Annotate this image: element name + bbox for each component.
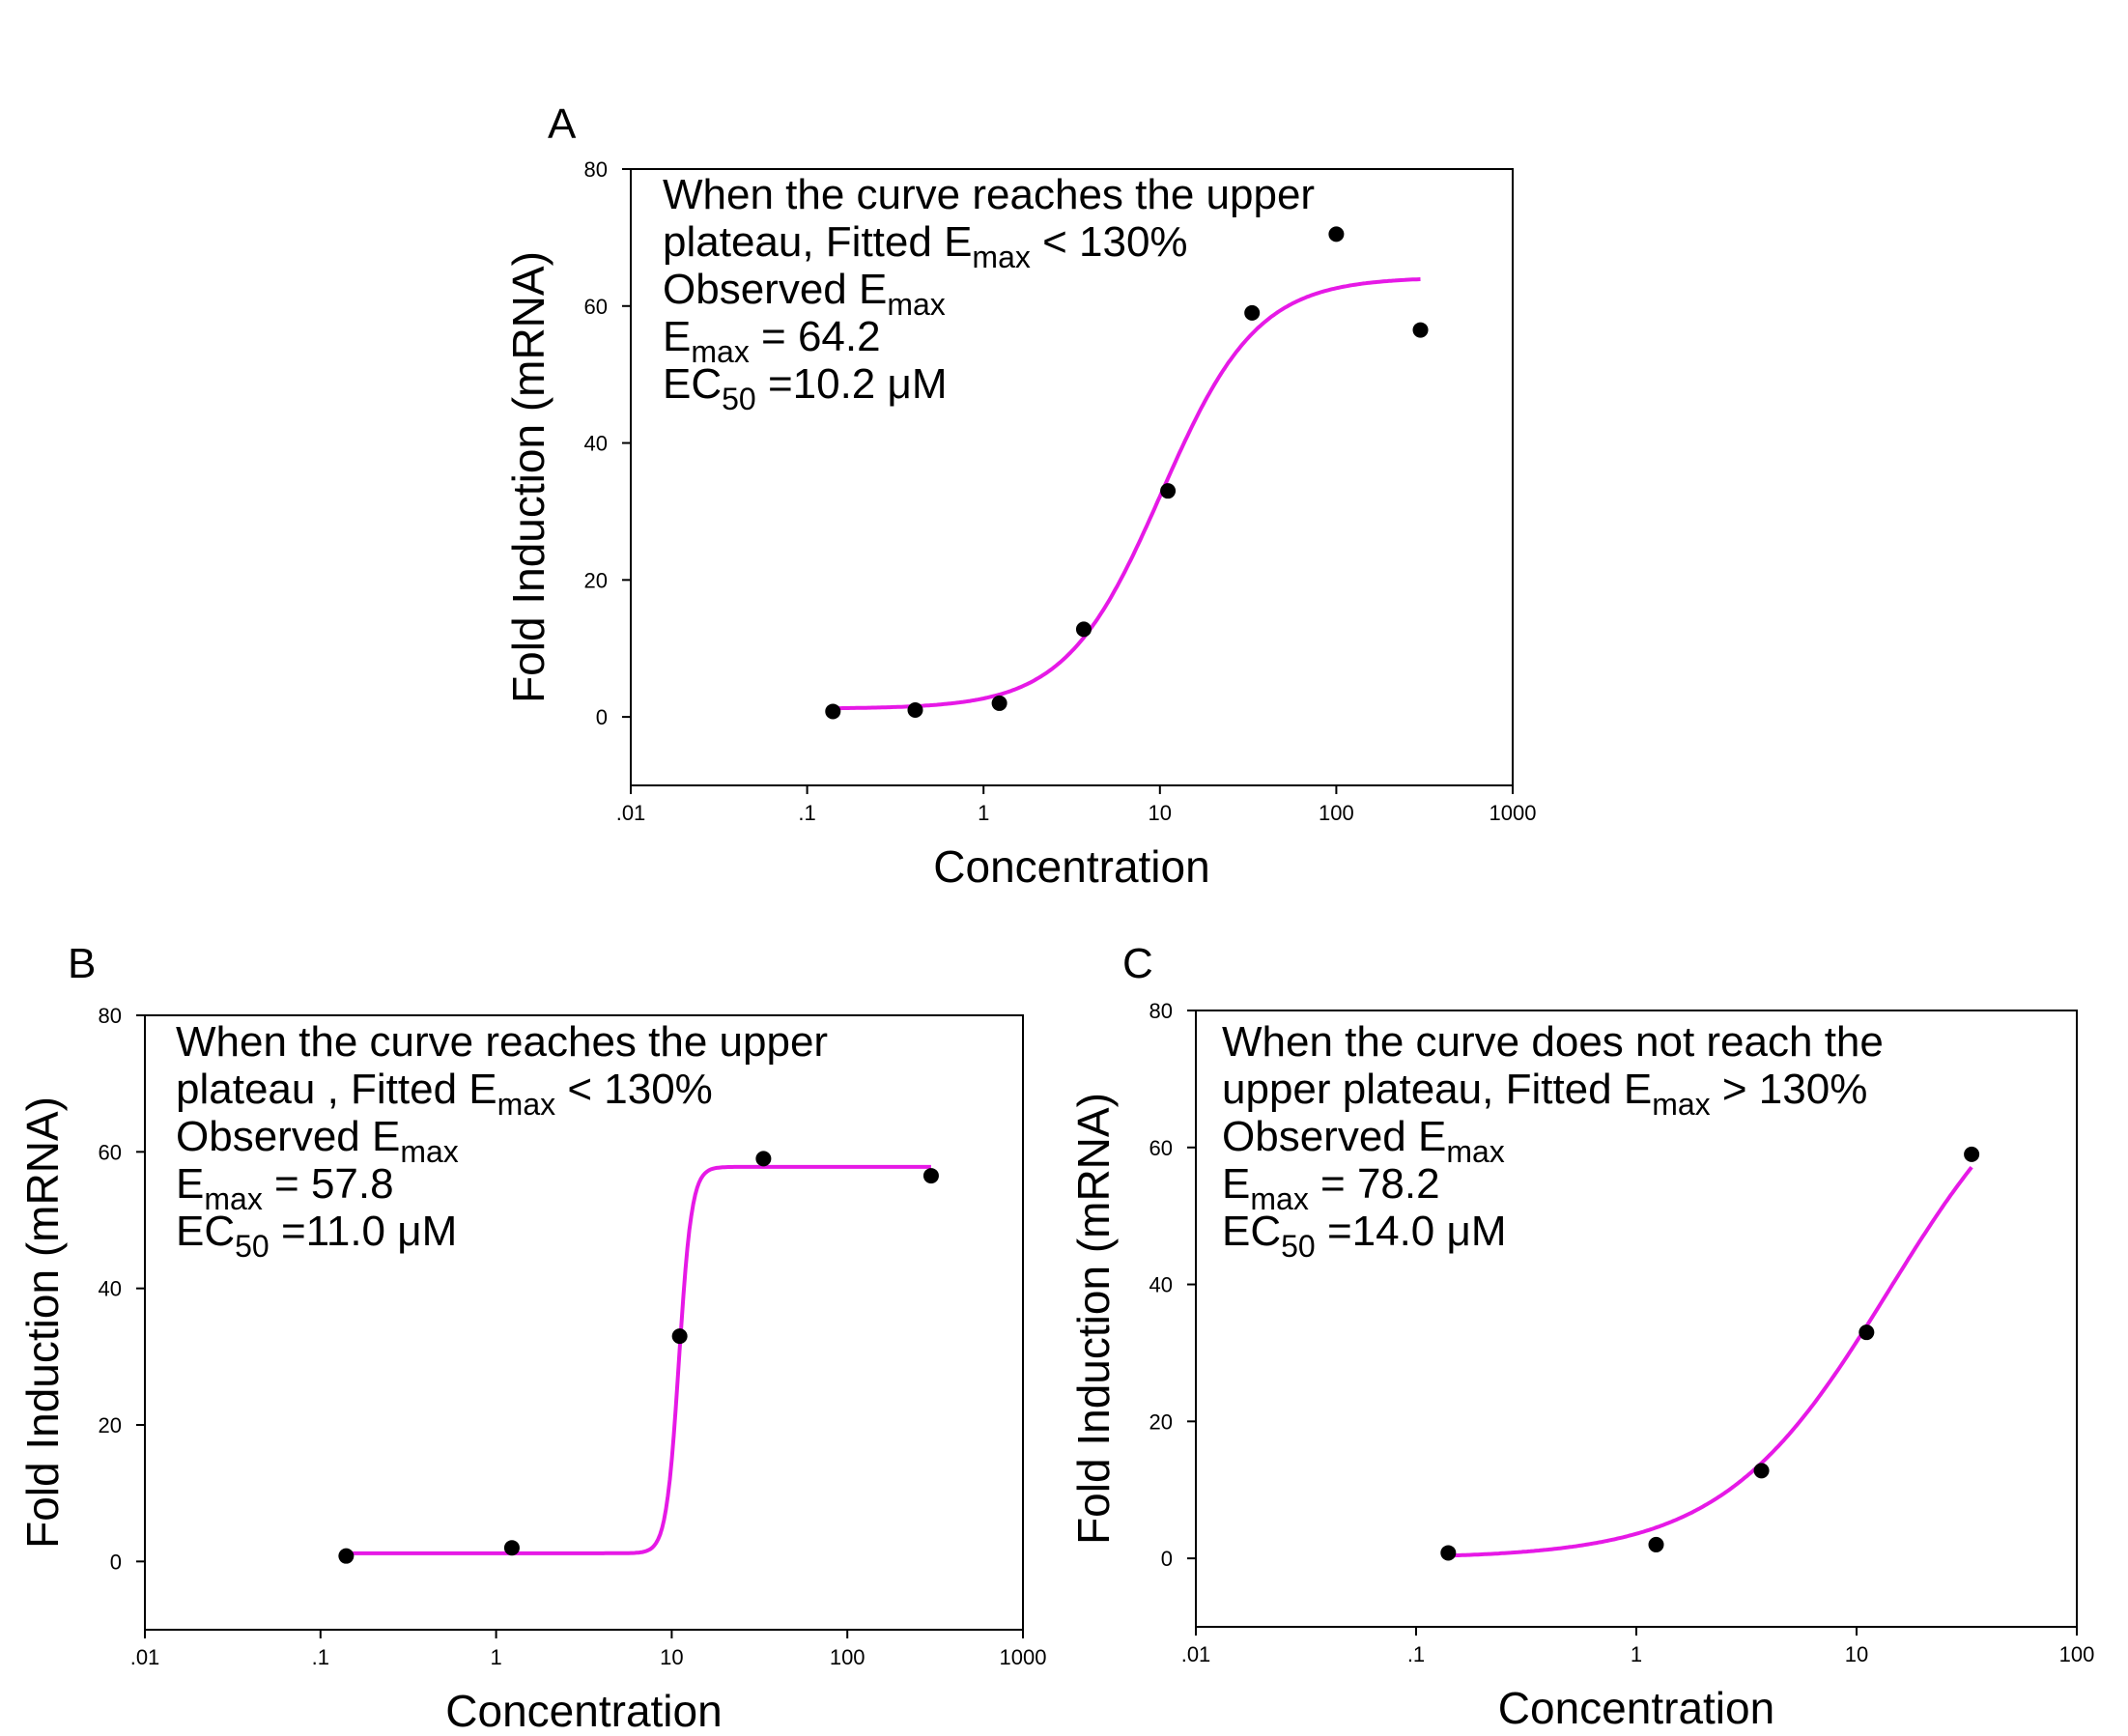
data-point: [338, 1548, 355, 1564]
panel-letter: B: [68, 940, 96, 987]
y-tick-label: 80: [99, 1004, 122, 1028]
y-tick-label: 0: [110, 1550, 122, 1574]
annotation-line: plateau , Fitted Emax < 130%: [176, 1066, 713, 1122]
data-point: [1648, 1536, 1664, 1552]
fit-curve: [833, 277, 1421, 711]
annotation-line: EC50 =14.0 μM: [1222, 1208, 1507, 1264]
x-tick-label: .01: [130, 1645, 160, 1669]
chart-panel-b: B .01 .1 1 10 100 1000 0 20 40 60 80 Concentration Fo…: [17, 940, 1046, 1736]
data-point: [1964, 1146, 1980, 1162]
panel-letter: A: [548, 100, 577, 148]
y-tick-label: 40: [99, 1277, 122, 1301]
x-tick-label: 1: [978, 801, 989, 825]
data-point: [907, 702, 923, 719]
annotation-line: Observed Emax: [176, 1113, 459, 1169]
annotation-line: Emax = 64.2: [663, 313, 881, 369]
data-point: [1412, 322, 1429, 338]
fit-curve: [346, 1164, 931, 1555]
data-point: [671, 1328, 688, 1345]
y-tick-label: 20: [584, 568, 608, 592]
y-tick-label: 80: [584, 157, 608, 182]
panel-letter: C: [1122, 940, 1153, 987]
data-point: [1328, 226, 1345, 242]
y-tick-label: 20: [99, 1413, 122, 1437]
x-tick-label: 100: [2059, 1642, 2095, 1666]
x-axis-label: Concentration: [445, 1686, 722, 1736]
y-axis-label: Fold Induction (mRNA): [1068, 1093, 1119, 1545]
data-point: [755, 1151, 772, 1167]
annotation-line: Emax = 57.8: [176, 1160, 394, 1216]
x-tick-label: 10: [1845, 1642, 1868, 1666]
x-tick-label: 100: [1319, 801, 1354, 825]
x-tick-label: .1: [312, 1645, 329, 1669]
plot-frame: [144, 1014, 1024, 1631]
y-tick-label: 20: [1149, 1409, 1173, 1434]
data-point: [1160, 483, 1177, 499]
annotation-line: EC50 =10.2 μM: [663, 360, 948, 416]
data-point: [991, 695, 1007, 711]
x-tick-label: 1: [490, 1645, 501, 1669]
x-tick-label: .01: [616, 801, 646, 825]
chart-panel-c: C .01 .1 1 10 100 0 20 40 60 80 Concentration Fold I…: [1068, 940, 2094, 1733]
y-tick-label: 40: [584, 432, 608, 456]
x-tick-label: .1: [1407, 1642, 1425, 1666]
data-point: [1075, 621, 1092, 638]
y-tick-label: 0: [596, 705, 608, 729]
annotation-line: EC50 =11.0 μM: [176, 1208, 457, 1264]
x-tick-label: .01: [1181, 1642, 1211, 1666]
x-tick-label: 100: [830, 1645, 865, 1669]
annotation-line: When the curve reaches the upper: [663, 171, 1315, 218]
x-axis-label: Concentration: [1498, 1683, 1774, 1733]
data-point: [1753, 1463, 1770, 1479]
y-axis-label: Fold Induction (mRNA): [17, 1096, 68, 1549]
data-point: [825, 703, 841, 720]
annotation-line: Emax = 78.2: [1222, 1160, 1440, 1216]
data-point: [1858, 1324, 1875, 1341]
data-point: [922, 1168, 939, 1184]
y-tick-label: 0: [1161, 1547, 1173, 1571]
annotation-line: upper plateau, Fitted Emax > 130%: [1222, 1066, 1867, 1122]
y-tick-label: 80: [1149, 999, 1173, 1023]
data-point: [1244, 304, 1261, 321]
x-tick-label: 1000: [1490, 801, 1537, 825]
annotation-line: plateau, Fitted Emax < 130%: [663, 218, 1188, 274]
x-tick-label: 10: [1149, 801, 1172, 825]
y-tick-label: 60: [1149, 1136, 1173, 1160]
x-tick-label: 1000: [1000, 1645, 1047, 1669]
y-tick-label: 60: [99, 1140, 122, 1164]
x-tick-label: .1: [798, 801, 815, 825]
x-axis-label: Concentration: [933, 841, 1209, 892]
chart-panel-a: A .01 .1 1 10 100 1000 0 20 40 60 80 Concentration Fo…: [503, 100, 1536, 892]
fit-curve: [1448, 1165, 1973, 1558]
x-tick-label: 10: [660, 1645, 683, 1669]
annotation-line: When the curve reaches the upper: [176, 1018, 828, 1066]
annotation-line: Observed Emax: [1222, 1113, 1505, 1169]
y-tick-label: 60: [584, 295, 608, 319]
y-axis-label: Fold Induction (mRNA): [503, 251, 553, 703]
data-point: [1440, 1545, 1457, 1561]
annotation-line: When the curve does not reach the: [1222, 1018, 1884, 1066]
plot-frame: [630, 168, 1514, 786]
data-point: [503, 1540, 520, 1556]
x-tick-label: 1: [1631, 1642, 1642, 1666]
y-tick-label: 40: [1149, 1273, 1173, 1297]
annotation-line: Observed Emax: [663, 266, 946, 322]
